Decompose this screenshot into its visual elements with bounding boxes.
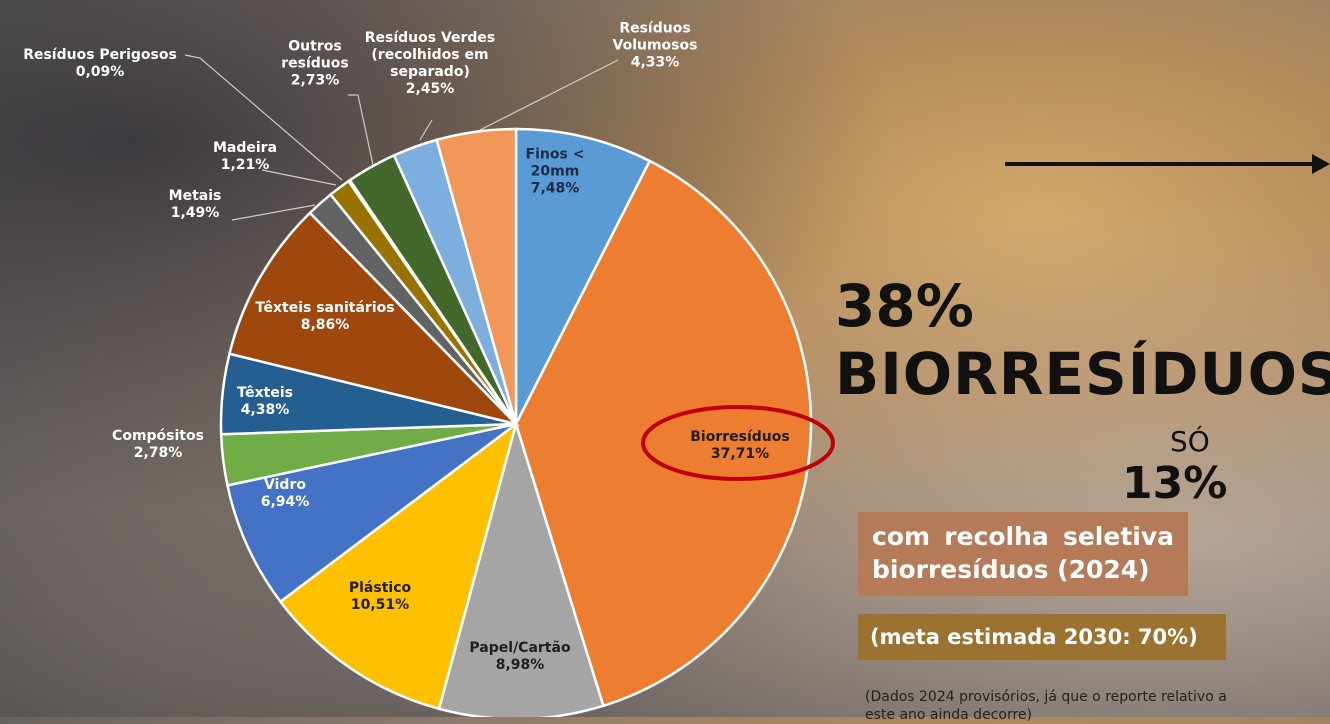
value-label: 2,45%	[355, 81, 505, 98]
value-label: 2,78%	[98, 445, 218, 462]
category-name: Resíduos Volumosos	[600, 21, 710, 55]
stat: 13%	[1122, 458, 1227, 509]
note: (Dados 2024 provisórios, já que o report…	[865, 688, 1245, 724]
category-name: Têxteis sanitários	[240, 300, 410, 317]
category-name: Têxteis	[210, 385, 320, 402]
category-name: Plástico	[320, 580, 440, 597]
page: Finos < 20mm7,48% Biorresíduos37,71% Papel…	[0, 0, 1330, 717]
value-label: 8,86%	[240, 317, 410, 334]
category-name: Vidro	[230, 477, 340, 494]
value-label: 7,48%	[500, 181, 610, 198]
target-box: (meta estimada 2030: 70%)	[858, 614, 1226, 660]
category-name: Papel/Cartão	[450, 640, 590, 657]
value-label: 8,98%	[450, 657, 590, 674]
value-label: 0,09%	[0, 64, 200, 81]
category-name: Resíduos Perigosos	[0, 47, 200, 64]
category-name: Finos < 20mm	[500, 147, 610, 181]
headline: 38%	[835, 272, 974, 340]
only-text: SÓ	[1170, 425, 1210, 458]
leader-line	[348, 95, 373, 165]
leader-line	[420, 120, 432, 140]
category-name: Compósitos	[98, 428, 218, 445]
category-name: Metais	[145, 188, 245, 205]
value-label: 1,21%	[195, 157, 295, 174]
value-label: 2,73%	[270, 73, 360, 90]
slice-label: Resíduos Verdes (recolhidos em separado)…	[355, 30, 505, 98]
value-label: 1,49%	[145, 205, 245, 222]
value-label: 10,51%	[320, 597, 440, 614]
info-box: com recolha seletiva biorresíduos (2024)	[858, 512, 1188, 596]
value-label: 37,71%	[670, 446, 810, 463]
value-label: 4,33%	[600, 55, 710, 72]
subhead: BIORRESÍDUOS	[835, 340, 1330, 408]
value-label: 6,94%	[230, 494, 340, 511]
value-label: 4,38%	[210, 402, 320, 419]
category-name: Biorresíduos	[670, 429, 810, 446]
pie	[221, 129, 811, 717]
category-name: Madeira	[195, 140, 295, 157]
category-name: Outros resíduos	[270, 39, 360, 73]
arrow-head	[1312, 154, 1330, 174]
category-name: Resíduos Verdes (recolhidos em separado)	[355, 30, 505, 81]
